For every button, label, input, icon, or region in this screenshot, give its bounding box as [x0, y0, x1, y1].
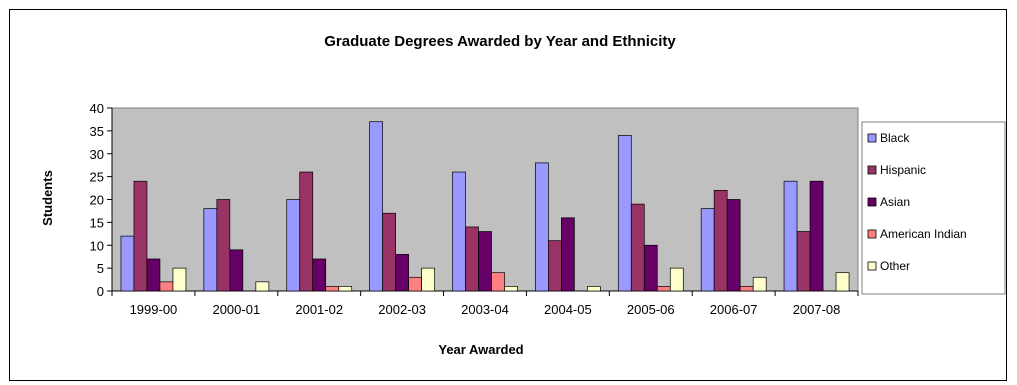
y-tick-label: 30: [90, 147, 104, 162]
bar-asian-2002-03: [395, 254, 409, 292]
y-tick-label: 0: [97, 284, 104, 299]
bar-asian-2001-02: [312, 258, 327, 292]
x-tick-label: 2006-07: [710, 302, 758, 317]
legend-swatch: [867, 197, 877, 207]
bar-asian-2003-04: [478, 231, 492, 292]
bar-hispanic-2004-05: [548, 240, 562, 292]
legend-label: Black: [880, 131, 910, 145]
x-tick-label: 2004-05: [544, 302, 592, 317]
bar-asian-1999-00: [146, 258, 161, 292]
bar-american-indian-1999-00: [159, 281, 174, 292]
bar-black-2000-01: [203, 208, 218, 292]
x-tick-label: 1999-00: [130, 302, 178, 317]
bar-other-2004-05: [587, 286, 601, 292]
chart-title: Graduate Degrees Awarded by Year and Eth…: [324, 33, 676, 50]
legend-label: Hispanic: [880, 163, 926, 177]
bar-chart: Graduate Degrees Awarded by Year and Eth…: [40, 33, 1006, 357]
x-tick-label: 2001-02: [295, 302, 343, 317]
bar-hispanic-2007-08: [796, 231, 811, 292]
bar-black-2003-04: [452, 171, 466, 292]
bar-black-2004-05: [535, 162, 549, 292]
y-tick-label: 10: [90, 238, 104, 253]
bar-other-2002-03: [421, 267, 435, 292]
y-axis-label: Students: [40, 170, 55, 226]
x-axis-label: Year Awarded: [438, 342, 523, 357]
bar-hispanic-2001-02: [299, 171, 314, 292]
bar-american-indian-2002-03: [408, 276, 422, 292]
bar-black-1999-00: [120, 235, 135, 292]
bar-american-indian-2006-07: [739, 286, 754, 292]
bar-other-1999-00: [172, 267, 187, 292]
bar-hispanic-2005-06: [630, 203, 645, 292]
legend-label: Asian: [880, 195, 910, 209]
legend-swatch: [867, 229, 877, 239]
legend-swatch: [867, 261, 877, 271]
bar-asian-2000-01: [229, 249, 244, 292]
x-tick-label: 2003-04: [461, 302, 509, 317]
bar-black-2002-03: [369, 121, 383, 292]
bar-other-2000-01: [255, 281, 270, 292]
y-tick-label: 20: [90, 193, 104, 208]
x-tick-label: 2007-08: [793, 302, 841, 317]
bar-hispanic-2002-03: [382, 212, 396, 292]
bar-black-2006-07: [700, 208, 715, 292]
y-tick-label: 15: [90, 215, 104, 230]
bar-asian-2006-07: [726, 199, 741, 292]
y-tick-label: 5: [97, 261, 104, 276]
bar-asian-2004-05: [561, 217, 575, 292]
bar-other-2001-02: [338, 286, 353, 292]
legend-swatch: [867, 133, 877, 143]
x-tick-label: 2000-01: [212, 302, 260, 317]
bar-black-2001-02: [286, 199, 301, 292]
bar-american-indian-2001-02: [325, 286, 340, 292]
bar-asian-2007-08: [809, 180, 824, 292]
bar-hispanic-2003-04: [465, 226, 479, 292]
bar-black-2005-06: [617, 135, 632, 292]
legend-swatch: [867, 165, 877, 175]
legend-label: Other: [880, 259, 910, 273]
bar-other-2006-07: [752, 276, 767, 292]
bar-american-indian-2005-06: [656, 286, 671, 292]
x-tick-label: 2002-03: [378, 302, 426, 317]
legend-label: American Indian: [880, 227, 967, 241]
bar-asian-2005-06: [643, 244, 658, 292]
bar-other-2003-04: [504, 286, 518, 292]
y-tick-label: 40: [90, 101, 104, 116]
x-tick-label: 2005-06: [627, 302, 675, 317]
legend-box: [861, 121, 1006, 295]
y-tick-label: 25: [90, 170, 104, 185]
chart-frame: Graduate Degrees Awarded by Year and Eth…: [9, 9, 1007, 381]
bar-hispanic-1999-00: [133, 180, 148, 292]
bar-american-indian-2003-04: [491, 272, 505, 292]
bar-black-2007-08: [783, 180, 798, 292]
y-tick-label: 35: [90, 124, 104, 139]
bar-other-2005-06: [669, 267, 684, 292]
bar-hispanic-2006-07: [713, 190, 728, 292]
bar-other-2007-08: [835, 272, 850, 292]
bar-hispanic-2000-01: [216, 199, 231, 292]
